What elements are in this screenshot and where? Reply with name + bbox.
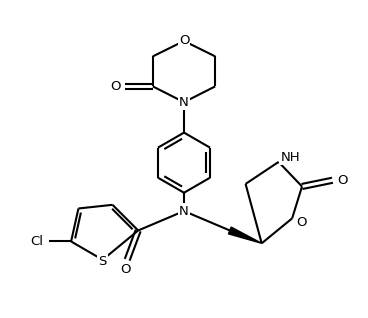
- Text: O: O: [296, 216, 306, 229]
- Text: O: O: [120, 264, 131, 276]
- Text: NH: NH: [280, 151, 300, 164]
- Text: N: N: [179, 96, 189, 109]
- Text: N: N: [179, 204, 189, 218]
- Text: O: O: [337, 174, 347, 187]
- Polygon shape: [229, 227, 262, 243]
- Text: O: O: [110, 80, 121, 93]
- Text: Cl: Cl: [31, 235, 44, 248]
- Text: O: O: [179, 34, 189, 47]
- Text: S: S: [99, 255, 107, 268]
